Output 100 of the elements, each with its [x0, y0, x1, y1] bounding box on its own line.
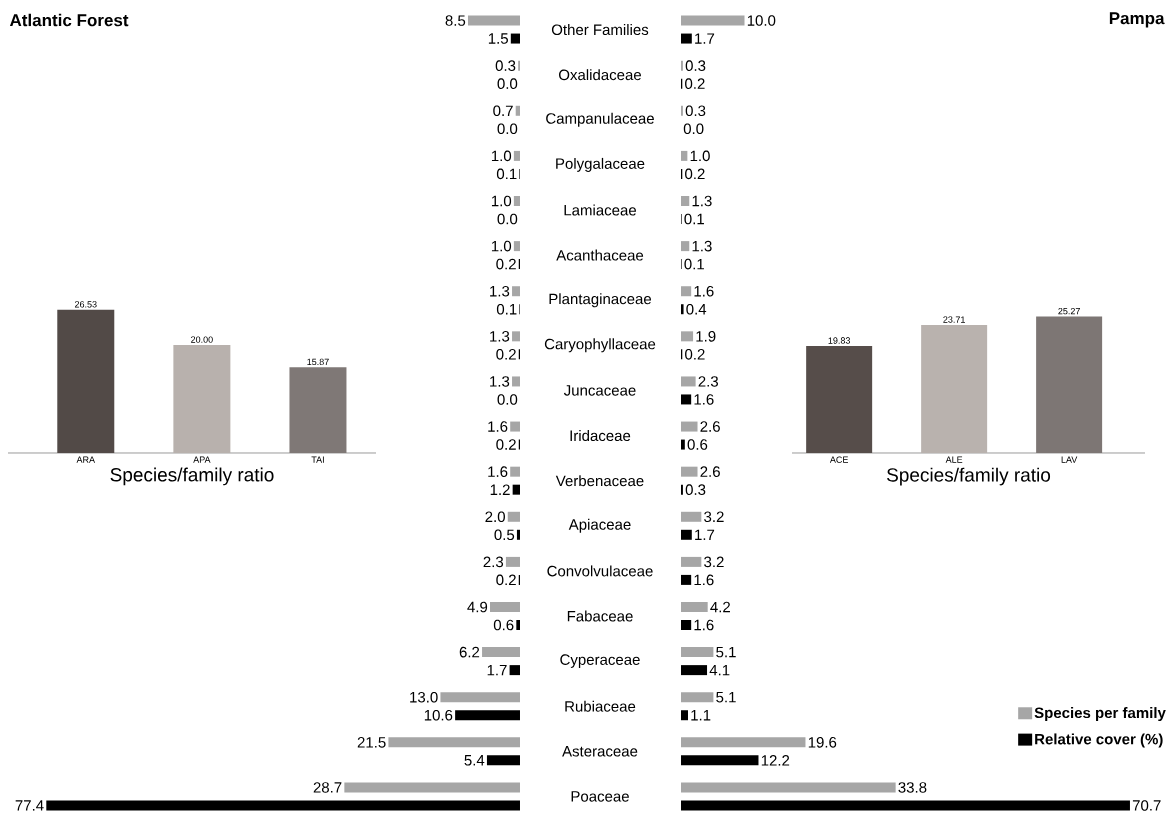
bar	[681, 602, 708, 613]
bar	[510, 466, 520, 477]
bar	[681, 620, 692, 631]
bar	[510, 33, 520, 44]
y-tick-label: Cyperaceae	[560, 654, 640, 668]
bar	[513, 150, 520, 161]
data-label: 1.6	[488, 421, 508, 432]
bar	[681, 286, 692, 297]
legend-label: Relative cover (%)	[1035, 733, 1163, 748]
bar	[516, 529, 520, 540]
data-label: 1.6	[694, 285, 714, 297]
data-label: 1.6	[694, 394, 714, 405]
bar	[344, 782, 520, 793]
x-tick-label: ACE	[829, 456, 849, 463]
bar	[681, 665, 708, 676]
bar	[681, 710, 688, 721]
bar	[681, 692, 714, 703]
data-label: 1.5	[488, 33, 508, 44]
data-label: 5.1	[716, 692, 736, 703]
data-label: 26.53	[74, 301, 97, 308]
y-tick-label: Caryophyllaceae	[544, 338, 656, 353]
data-label: 23.71	[943, 316, 965, 323]
data-label: 0.2	[496, 574, 516, 586]
bar	[507, 511, 520, 522]
y-tick-label: Plantaginaceae	[549, 293, 652, 308]
data-label: 0.6	[493, 619, 514, 631]
data-label: 4.9	[467, 601, 488, 613]
data-label: 1.3	[490, 376, 510, 387]
bar	[388, 737, 520, 748]
bar	[512, 376, 520, 387]
bar	[505, 556, 520, 567]
data-label: 2.6	[700, 466, 720, 477]
bar	[681, 376, 696, 387]
data-label: 1.2	[490, 484, 510, 495]
y-tick-label: Acanthaceae	[556, 249, 644, 261]
y-tick-label: Asteraceae	[562, 746, 638, 757]
data-label: 10.6	[424, 709, 453, 721]
data-label: 2.6	[700, 421, 720, 432]
data-label: 0.0	[497, 213, 518, 225]
data-label: 1.0	[491, 150, 512, 162]
bar	[513, 241, 520, 252]
data-label: 1.0	[491, 195, 512, 207]
bar	[681, 304, 684, 315]
bar	[681, 241, 690, 252]
data-label: 1.3	[692, 195, 712, 207]
data-label: 33.8	[898, 782, 927, 793]
y-tick-label: Apiaceae	[568, 518, 631, 533]
y-tick-label: Juncaceae	[563, 385, 636, 396]
x-tick-label: TAI	[311, 456, 324, 463]
data-label: 0.0	[497, 123, 518, 135]
data-label: 0.3	[495, 60, 516, 71]
y-tick-label: Verbenaceae	[555, 475, 644, 487]
bar	[510, 421, 520, 432]
data-label: 4.1	[709, 664, 730, 676]
x-tick-label: ARA	[76, 456, 96, 463]
bar	[681, 331, 694, 342]
data-label: 5.1	[716, 646, 736, 658]
chart-title: Pampa	[1109, 12, 1165, 28]
y-tick-label: Iridaceae	[570, 430, 631, 442]
y-tick-label: Campanulaceae	[546, 112, 654, 127]
data-label: 4.2	[710, 601, 730, 613]
data-label: 0.6	[687, 439, 708, 450]
data-label: 0.1	[684, 258, 704, 270]
bar	[681, 529, 692, 540]
data-label: 0.7	[493, 105, 513, 117]
data-label: 1.6	[694, 574, 714, 586]
bar	[515, 105, 520, 116]
bar	[513, 196, 520, 206]
data-label: 70.7	[1132, 800, 1161, 811]
bar	[512, 484, 520, 495]
data-label: 0.3	[685, 484, 706, 495]
data-label: 13.0	[410, 691, 438, 703]
bar	[512, 331, 520, 342]
data-label: 0.3	[685, 60, 706, 71]
bar	[681, 394, 692, 405]
bar	[681, 782, 896, 793]
data-label: 1.1	[691, 710, 711, 721]
data-label: 1.3	[692, 240, 712, 252]
data-label: 1.7	[695, 529, 715, 540]
chart-title: Atlantic Forest	[9, 13, 129, 27]
data-label: 1.7	[695, 33, 715, 44]
bar	[681, 196, 690, 206]
bar	[681, 15, 745, 26]
bar	[440, 692, 520, 703]
y-tick-label: Poaceae	[571, 791, 629, 802]
data-label: 3.2	[704, 556, 724, 568]
data-label: 0.5	[494, 529, 515, 541]
x-axis-title: Species/family ratio	[110, 467, 274, 486]
data-label: 21.5	[357, 737, 386, 748]
bar	[681, 511, 702, 522]
data-label: 10.0	[747, 15, 776, 26]
y-tick-label: Fabaceae	[567, 610, 633, 622]
bar	[681, 647, 714, 658]
data-label: 1.6	[694, 619, 714, 631]
data-label: 0.0	[497, 394, 518, 405]
bar	[681, 755, 759, 766]
data-label: 2.0	[485, 511, 505, 523]
data-label: 12.2	[761, 755, 790, 766]
y-tick-label: Polygalaceae	[556, 157, 645, 172]
data-label: 5.4	[464, 755, 485, 766]
